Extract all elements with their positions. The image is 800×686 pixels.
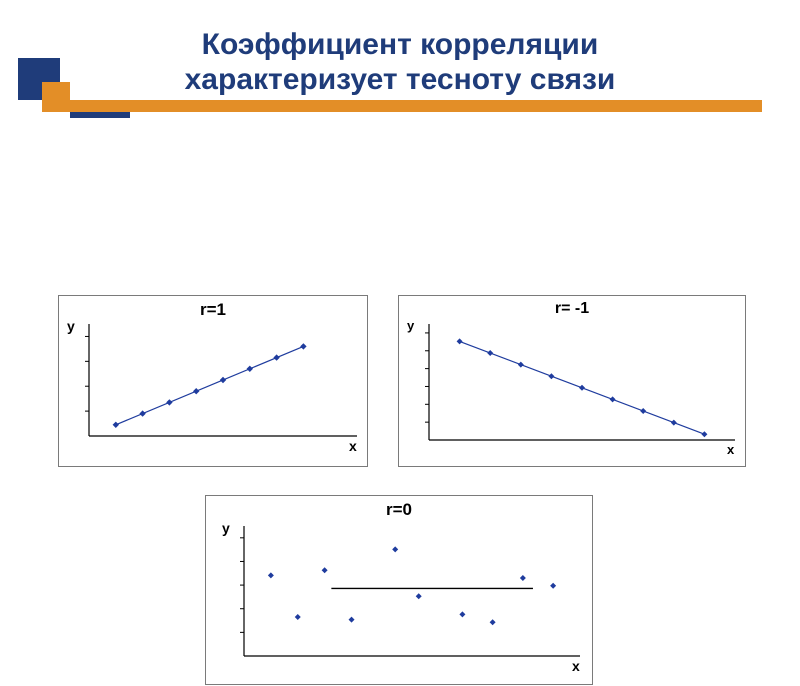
chart-r-negative-one: r= -1yx [398,295,746,467]
data-point [392,546,398,552]
decoration-bar-orange [42,100,762,112]
title-line-2: характеризует тесноту связи [0,63,800,98]
data-point [113,422,119,428]
data-point [487,350,493,356]
data-point [322,567,328,573]
data-point [268,572,274,578]
data-point [640,408,646,414]
data-point [550,583,556,589]
chart-plot [206,496,594,686]
data-point [518,362,524,368]
chart-r-zero: r=0yx [205,495,593,685]
data-point [300,343,306,349]
title-line-1: Коэффициент корреляции [0,28,800,63]
data-point [671,420,677,426]
page-title: Коэффициент корреляции характеризует тес… [0,28,800,97]
data-point [220,377,226,383]
data-point [701,431,707,437]
data-point [459,611,465,617]
data-point [139,410,145,416]
data-point [247,366,253,372]
data-point [579,385,585,391]
data-point [548,373,554,379]
data-point [416,593,422,599]
data-point [457,338,463,344]
data-point [490,619,496,625]
data-point [295,614,301,620]
chart-plot [59,296,369,468]
data-point [193,388,199,394]
slide-header: Коэффициент корреляции характеризует тес… [0,0,800,135]
data-point [349,617,355,623]
chart-r-positive-one: r=1yx [58,295,368,467]
data-point [610,396,616,402]
data-point [520,575,526,581]
chart-plot [399,296,747,468]
data-point [166,399,172,405]
data-point [273,354,279,360]
decoration-bar-blue [70,112,130,118]
